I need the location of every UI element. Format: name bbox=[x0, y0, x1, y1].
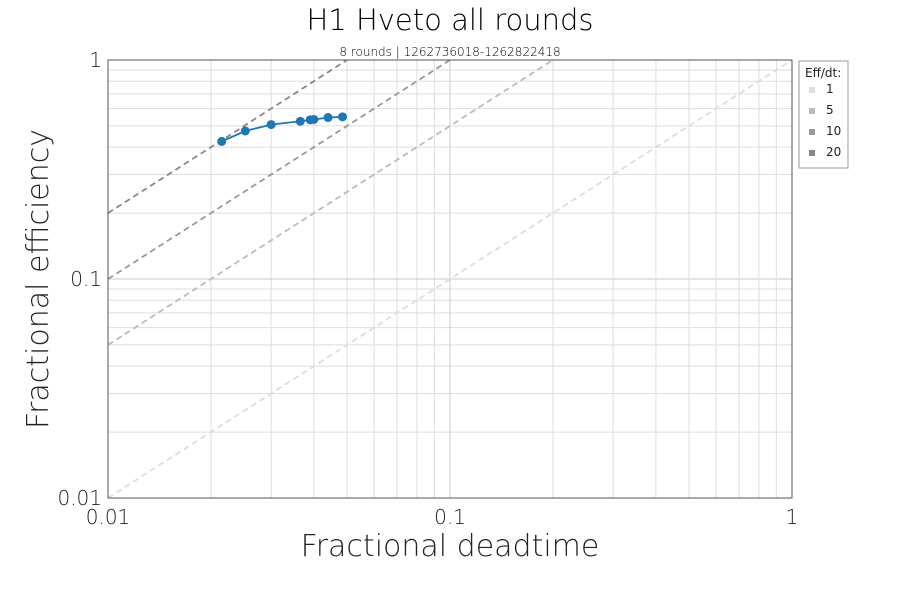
legend-entry-label: 1 bbox=[826, 82, 834, 96]
chart-subtitle: 8 rounds | 1262736018-1262822418 bbox=[339, 45, 560, 59]
data-point bbox=[266, 120, 276, 130]
chart-title: H1 Hveto all rounds bbox=[306, 3, 593, 37]
y-tick-labels: 0.01 0.1 1 bbox=[57, 48, 102, 510]
legend-title: Eff/dt: bbox=[805, 66, 841, 80]
y-tick-label: 0.1 bbox=[70, 267, 102, 291]
legend-entries: 1 5 10 20 bbox=[809, 82, 841, 159]
data-point bbox=[295, 116, 305, 126]
data-point bbox=[323, 113, 333, 123]
legend-entry-label: 5 bbox=[826, 103, 834, 117]
legend-swatch bbox=[809, 150, 815, 156]
legend-box bbox=[798, 60, 849, 169]
x-axis-label: Fractional deadtime bbox=[301, 529, 600, 564]
legend-swatch bbox=[809, 108, 815, 114]
x-tick-label: 0.1 bbox=[434, 505, 466, 529]
x-tick-labels: 0.01 0.1 1 bbox=[86, 505, 799, 529]
plot-frame bbox=[107, 59, 793, 499]
legend-swatch bbox=[809, 87, 815, 93]
data-point bbox=[217, 136, 227, 146]
data-point bbox=[338, 112, 348, 122]
grid bbox=[107, 60, 792, 499]
y-axis-label: Fractional efficiency bbox=[21, 129, 56, 429]
x-tick-label: 0.01 bbox=[86, 505, 131, 529]
legend-entry-label: 20 bbox=[826, 145, 841, 159]
legend-swatch bbox=[809, 129, 815, 135]
y-tick-label: 1 bbox=[89, 48, 102, 72]
x-tick-label: 1 bbox=[786, 505, 799, 529]
reference-line-ratio-5 bbox=[107, 59, 554, 346]
y-tick-label: 0.01 bbox=[57, 486, 102, 510]
data-series bbox=[217, 112, 348, 146]
legend: Eff/dt: 1 5 10 20 bbox=[798, 60, 849, 169]
reference-line-ratio-1 bbox=[107, 59, 793, 499]
reference-lines bbox=[107, 59, 793, 499]
data-point bbox=[240, 126, 250, 136]
reference-line-ratio-10 bbox=[107, 59, 451, 280]
series-line bbox=[221, 115, 343, 143]
reference-line-ratio-20 bbox=[107, 59, 348, 214]
legend-entry-label: 10 bbox=[826, 124, 841, 138]
data-point bbox=[309, 114, 319, 124]
